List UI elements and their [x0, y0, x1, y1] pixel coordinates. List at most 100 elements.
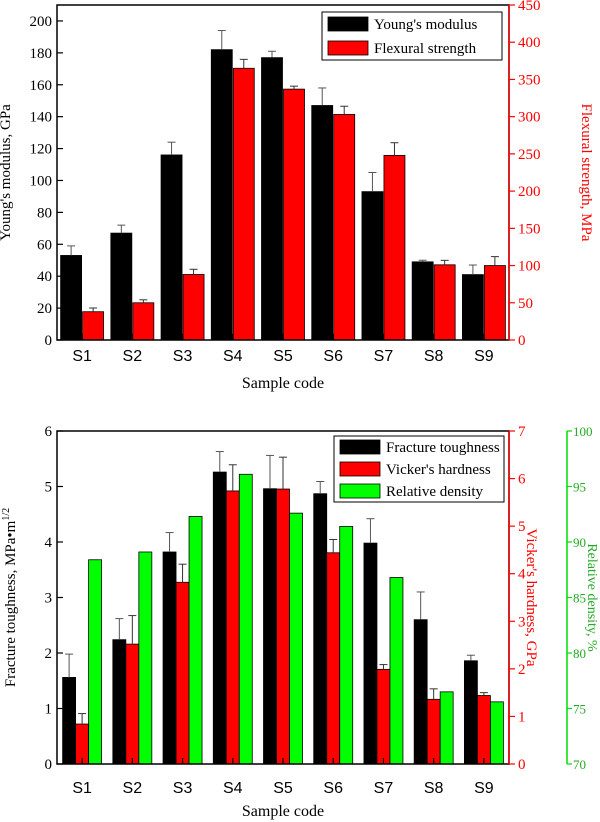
chart2-bar-relative-density-s6 [339, 526, 354, 765]
chart2-right-tick-label-6: 6 [518, 472, 526, 488]
chart2-bar-vicker-s-hardness-s2 [125, 643, 140, 765]
chart1-bar-young-s-modulus-s2 [110, 232, 133, 341]
chart2-bar-fracture-toughness-s5 [263, 488, 277, 765]
chart1-x-tick-label-s9: S9 [474, 348, 494, 365]
chart2-x-axis-label: Sample code [242, 803, 324, 820]
chart2-x-tick-label-s7: S7 [374, 780, 394, 797]
chart2-right2-tick-label-6: 100 [573, 424, 593, 439]
chart2-x-tick-label-s2: S2 [123, 780, 143, 797]
chart2-right-tick-label-2: 2 [518, 662, 526, 678]
chart1-left-tick-label-1: 20 [37, 301, 52, 317]
chart1-right-tick-label-6: 300 [518, 110, 541, 126]
chart1-legend-swatch-0 [327, 16, 369, 32]
chart2-x-tick-label-s9: S9 [474, 780, 494, 797]
chart2-left-tick-label-2: 2 [45, 646, 53, 662]
chart1-bar-flexural-strength-s6 [333, 114, 356, 341]
chart1-x-axis-label: Sample code [242, 375, 324, 392]
chart1-bar-young-s-modulus-s8 [411, 261, 434, 341]
chart2-bar-relative-density-s9 [489, 701, 504, 765]
chart1-right-tick-label-5: 250 [518, 147, 541, 163]
chart2-bar-vicker-s-hardness-s8 [426, 698, 441, 765]
chart2-bar-vicker-s-hardness-s3 [175, 581, 190, 765]
chart2-left-axis-label-sup: 1/2 [1, 508, 12, 521]
chart1-left-tick-label-2: 40 [37, 269, 52, 285]
chart2-left-tick-label-0: 0 [45, 757, 53, 773]
chart1-right-tick-label-4: 200 [518, 184, 541, 200]
chart2-right2-tick-label-2: 80 [573, 646, 586, 661]
chart1-left-tick-label-0: 0 [45, 333, 53, 349]
chart2-left-tick-label-6: 6 [45, 424, 53, 440]
chart1-bar-flexural-strength-s5 [283, 88, 305, 341]
chart2-bar-relative-density-s5 [289, 512, 303, 765]
chart2-bar-relative-density-s8 [439, 691, 454, 765]
chart1-bar-young-s-modulus-s3 [160, 154, 183, 341]
chart2-x-tick-label-s4: S4 [223, 780, 243, 797]
chart1-right-tick-label-2: 100 [518, 259, 541, 275]
chart1-x-tick-label-s3: S3 [173, 348, 193, 365]
chart1-x-tick-label-s2: S2 [123, 348, 143, 365]
chart1-right-tick-label-3: 150 [518, 221, 541, 237]
chart1-right-axis-label: Flexural strength, MPa [578, 104, 594, 242]
chart1-right-tick-label-9: 450 [518, 0, 541, 14]
chart2-bar-fracture-toughness-s7 [363, 542, 378, 765]
chart1-bar-flexural-strength-s3 [182, 274, 205, 341]
chart1-bar-young-s-modulus-s5 [261, 57, 283, 341]
chart2-bar-fracture-toughness-s3 [162, 551, 177, 765]
chart2-legend-swatch-1 [339, 461, 381, 477]
chart1-legend-swatch-1 [327, 40, 369, 56]
chart2-bar-relative-density-s1 [88, 559, 103, 765]
chart2-legend-label-1: Vicker's hardness [386, 462, 491, 478]
chart1-left-tick-label-6: 120 [30, 142, 53, 158]
chart2-bar-fracture-toughness-s1 [62, 677, 77, 765]
chart2-right2-tick-label-5: 95 [573, 480, 586, 495]
chart2-bar-relative-density-s7 [389, 577, 404, 765]
chart2-left-tick-label-4: 4 [45, 535, 53, 551]
chart1-bar-young-s-modulus-s6 [311, 105, 334, 341]
chart1-x-tick-label-s4: S4 [223, 348, 243, 365]
chart2-x-tick-label-s3: S3 [173, 780, 193, 797]
chart1-left-tick-label-8: 160 [30, 78, 53, 94]
chart1-bar-flexural-strength-s4 [232, 67, 255, 341]
chart2-left-axis-label-text: Fracture toughness, MPa•m [3, 520, 19, 687]
chart1-bar-flexural-strength-s8 [433, 264, 456, 341]
chart1-x-tick-label-s6: S6 [323, 348, 343, 365]
chart1-bar-flexural-strength-s7 [383, 154, 406, 341]
chart2-bar-relative-density-s2 [138, 551, 153, 765]
chart2-bar-vicker-s-hardness-s6 [326, 552, 341, 765]
chart2-left-tick-label-3: 3 [45, 591, 53, 607]
chart2-right2-tick-label-0: 70 [573, 757, 586, 772]
chart1-right-tick-label-8: 400 [518, 35, 541, 51]
chart1-right-tick-label-0: 0 [518, 333, 526, 349]
chart2-x-tick-label-s1: S1 [72, 780, 92, 797]
chart1-left-tick-label-7: 140 [30, 110, 53, 126]
chart2-left-axis-label: Fracture toughness, MPa•m1/2 [1, 508, 19, 687]
chart2-legend-label-2: Relative density [386, 484, 484, 500]
chart2-bar-vicker-s-hardness-s7 [376, 668, 391, 765]
chart1-left-axis-label-text: Young's modulus, GPa [0, 104, 14, 241]
chart2-bar-vicker-s-hardness-s5 [276, 488, 290, 765]
chart1-bar-young-s-modulus-s1 [60, 255, 83, 341]
chart1-bar-young-s-modulus-s4 [210, 49, 233, 341]
chart1-bar-flexural-strength-s9 [483, 265, 506, 341]
chart2-right-tick-label-4: 4 [518, 567, 526, 583]
chart2-bar-vicker-s-hardness-s4 [225, 490, 240, 765]
chart2-bar-fracture-toughness-s6 [313, 493, 328, 765]
chart1-bar-flexural-strength-s1 [82, 311, 105, 341]
chart2-x-tick-label-s8: S8 [424, 780, 444, 797]
chart2-bar-fracture-toughness-s2 [112, 639, 127, 765]
chart2-legend-swatch-0 [339, 439, 381, 455]
chart2-x-tick-label-s6: S6 [323, 780, 343, 797]
chart2-x-tick-label-s5: S5 [273, 780, 293, 797]
chart2-right2-tick-label-4: 90 [573, 535, 586, 550]
chart2-right2-axis-label: Relative density, % [584, 543, 599, 652]
chart1-bar-flexural-strength-s2 [132, 302, 155, 341]
chart1-x-tick-label-s8: S8 [424, 348, 444, 365]
chart2-right-tick-label-3: 3 [518, 614, 526, 630]
chart1-right-tick-label-1: 50 [518, 296, 533, 312]
chart1-right-tick-label-7: 350 [518, 72, 541, 88]
chart2-bar-fracture-toughness-s9 [463, 660, 478, 765]
chart2-left-tick-label-5: 5 [45, 480, 53, 496]
chart1-bar-young-s-modulus-s9 [461, 274, 484, 341]
chart2-legend-label-0: Fracture toughness [386, 440, 500, 456]
